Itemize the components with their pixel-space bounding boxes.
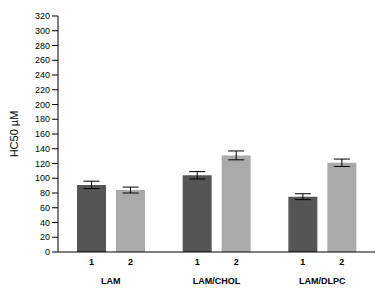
svg-text:300: 300 — [35, 26, 50, 36]
svg-text:240: 240 — [35, 70, 50, 80]
svg-text:LAM/CHOL: LAM/CHOL — [193, 276, 241, 286]
svg-text:160: 160 — [35, 129, 50, 139]
svg-text:140: 140 — [35, 144, 50, 154]
svg-text:2: 2 — [339, 257, 344, 267]
svg-text:280: 280 — [35, 41, 50, 51]
svg-text:2: 2 — [128, 257, 133, 267]
svg-text:180: 180 — [35, 114, 50, 124]
svg-text:100: 100 — [35, 173, 50, 183]
svg-text:LAM: LAM — [101, 276, 121, 286]
svg-text:2: 2 — [234, 257, 239, 267]
svg-text:1: 1 — [89, 257, 94, 267]
svg-text:200: 200 — [35, 100, 50, 110]
svg-text:40: 40 — [40, 218, 50, 228]
svg-text:320: 320 — [35, 11, 50, 21]
svg-text:HC50 µM: HC50 µM — [8, 111, 20, 158]
svg-text:LAM/DLPC: LAM/DLPC — [299, 276, 346, 286]
svg-text:220: 220 — [35, 85, 50, 95]
svg-text:20: 20 — [40, 232, 50, 242]
svg-text:80: 80 — [40, 188, 50, 198]
svg-text:0: 0 — [45, 247, 50, 257]
svg-text:60: 60 — [40, 203, 50, 213]
svg-text:120: 120 — [35, 159, 50, 169]
svg-text:1: 1 — [195, 257, 200, 267]
svg-text:260: 260 — [35, 55, 50, 65]
svg-text:1: 1 — [300, 257, 305, 267]
